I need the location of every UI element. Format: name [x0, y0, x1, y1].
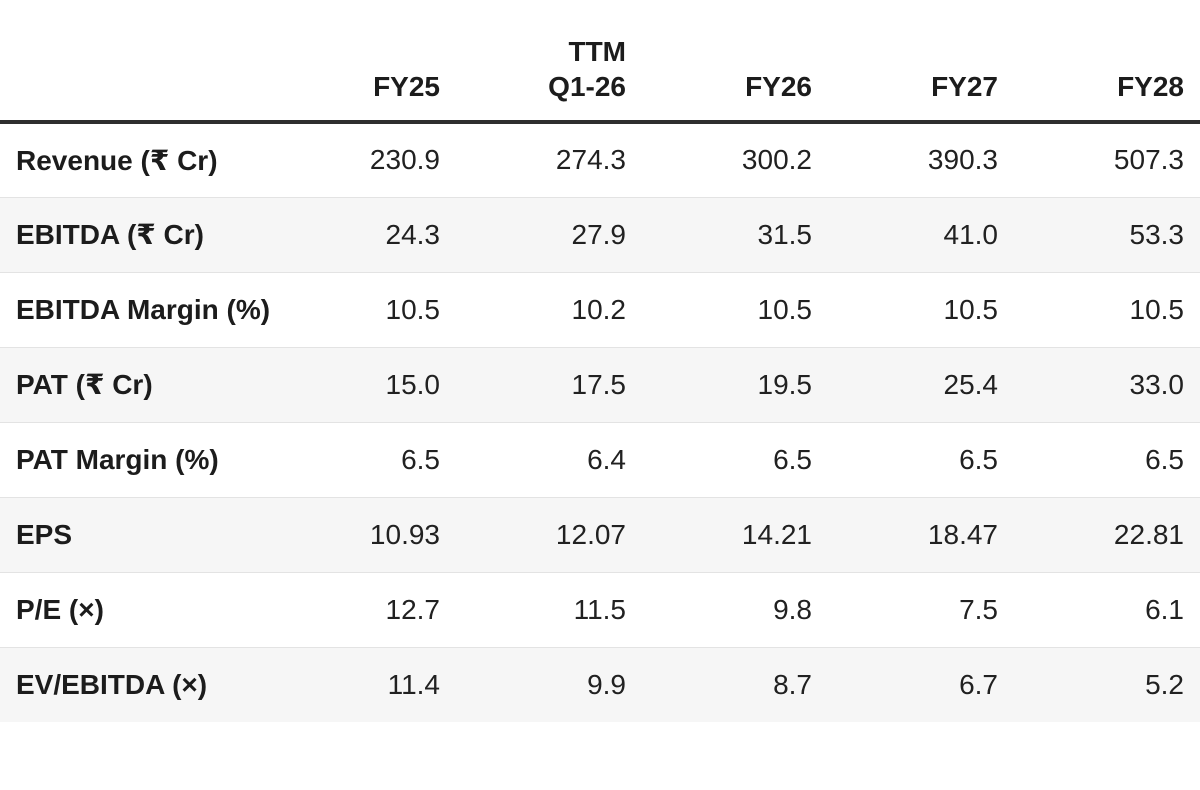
cell-ebitda-margin-fy27: 10.5: [943, 293, 999, 325]
header-fy28: FY28: [998, 0, 1200, 124]
cell-pat-fy28: 33.0: [1129, 368, 1185, 400]
cell-ev-ebitda-fy26: 8.7: [773, 668, 812, 700]
header-row: FY25 TTM Q1-26 FY26 FY27 FY28: [0, 0, 1200, 124]
row-label: PAT Margin (%): [16, 443, 219, 475]
cell-pat-margin-fy28: 6.5: [1145, 443, 1184, 475]
cell-revenue-ttm: 274.3: [555, 144, 626, 176]
row-label: Revenue (₹ Cr): [16, 144, 218, 176]
table-row-ebitda-margin: EBITDA Margin (%) 10.5 10.2 10.5 10.5 10…: [0, 272, 1200, 347]
row-label: EPS: [16, 518, 73, 550]
cell-eps-fy27: 18.47: [927, 518, 998, 550]
cell-ebitda-fy25: 24.3: [385, 218, 441, 250]
cell-eps-fy28: 22.81: [1113, 518, 1184, 550]
cell-ev-ebitda-fy27: 6.7: [959, 668, 998, 700]
cell-revenue-fy25: 230.9: [369, 144, 440, 176]
cell-ev-ebitda-fy28: 5.2: [1145, 668, 1184, 700]
cell-ebitda-fy27: 41.0: [943, 218, 999, 250]
table-row-eps: EPS 10.93 12.07 14.21 18.47 22.81: [0, 497, 1200, 572]
header-fy25: FY25: [254, 0, 440, 124]
cell-eps-fy26: 14.21: [741, 518, 812, 550]
header-ttm-q1-26: TTM Q1-26: [440, 0, 626, 124]
cell-ebitda-margin-ttm: 10.2: [571, 293, 627, 325]
row-label: EBITDA (₹ Cr): [16, 219, 204, 250]
table-row-revenue: Revenue (₹ Cr) 230.9 274.3 300.2 390.3 5…: [0, 122, 1200, 197]
table-row-ev-ebitda: EV/EBITDA (×) 11.4 9.9 8.7 6.7 5.2: [0, 647, 1200, 722]
table-row-pe: P/E (×) 12.7 11.5 9.8 7.5 6.1: [0, 572, 1200, 647]
cell-pe-fy28: 6.1: [1145, 593, 1184, 625]
cell-pat-fy27: 25.4: [943, 368, 999, 400]
cell-eps-ttm: 12.07: [555, 518, 626, 550]
header-fy27: FY27: [812, 0, 998, 124]
row-label: P/E (×): [16, 593, 104, 625]
cell-ebitda-margin-fy25: 10.5: [385, 293, 441, 325]
row-label: PAT (₹ Cr): [16, 369, 153, 400]
cell-revenue-fy27: 390.3: [927, 144, 998, 176]
cell-ev-ebitda-fy25: 11.4: [387, 668, 440, 700]
cell-pat-fy25: 15.0: [385, 368, 441, 400]
table-row-pat-margin: PAT Margin (%) 6.5 6.4 6.5 6.5 6.5: [0, 422, 1200, 497]
cell-pe-fy27: 7.5: [959, 593, 998, 625]
cell-ebitda-fy26: 31.5: [757, 218, 813, 250]
cell-pat-margin-fy26: 6.5: [773, 443, 812, 475]
financial-projections-table: FY25 TTM Q1-26 FY26 FY27 FY28 Revenue (₹…: [0, 0, 1200, 722]
cell-eps-fy25: 10.93: [369, 518, 440, 550]
cell-ebitda-margin-fy28: 10.5: [1129, 293, 1185, 325]
cell-ev-ebitda-ttm: 9.9: [587, 668, 626, 700]
header-metric-cell: [0, 0, 254, 124]
cell-pat-ttm: 17.5: [571, 368, 627, 400]
cell-ebitda-ttm: 27.9: [571, 218, 627, 250]
cell-pe-fy25: 12.7: [385, 593, 441, 625]
cell-revenue-fy28: 507.3: [1113, 144, 1184, 176]
cell-pat-margin-ttm: 6.4: [587, 443, 626, 475]
table-row-pat: PAT (₹ Cr) 15.0 17.5 19.5 25.4 33.0: [0, 347, 1200, 422]
table-row-ebitda: EBITDA (₹ Cr) 24.3 27.9 31.5 41.0 53.3: [0, 197, 1200, 272]
header-fy26: FY26: [626, 0, 812, 124]
cell-pat-margin-fy27: 6.5: [959, 443, 998, 475]
row-label: EV/EBITDA (×): [16, 668, 208, 700]
row-label: EBITDA Margin (%): [16, 293, 271, 325]
cell-ebitda-margin-fy26: 10.5: [757, 293, 813, 325]
cell-pe-ttm: 11.5: [573, 593, 626, 625]
cell-revenue-fy26: 300.2: [741, 144, 812, 176]
cell-pe-fy26: 9.8: [773, 593, 812, 625]
cell-pat-fy26: 19.5: [757, 368, 813, 400]
cell-pat-margin-fy25: 6.5: [401, 443, 440, 475]
cell-ebitda-fy28: 53.3: [1129, 218, 1185, 250]
